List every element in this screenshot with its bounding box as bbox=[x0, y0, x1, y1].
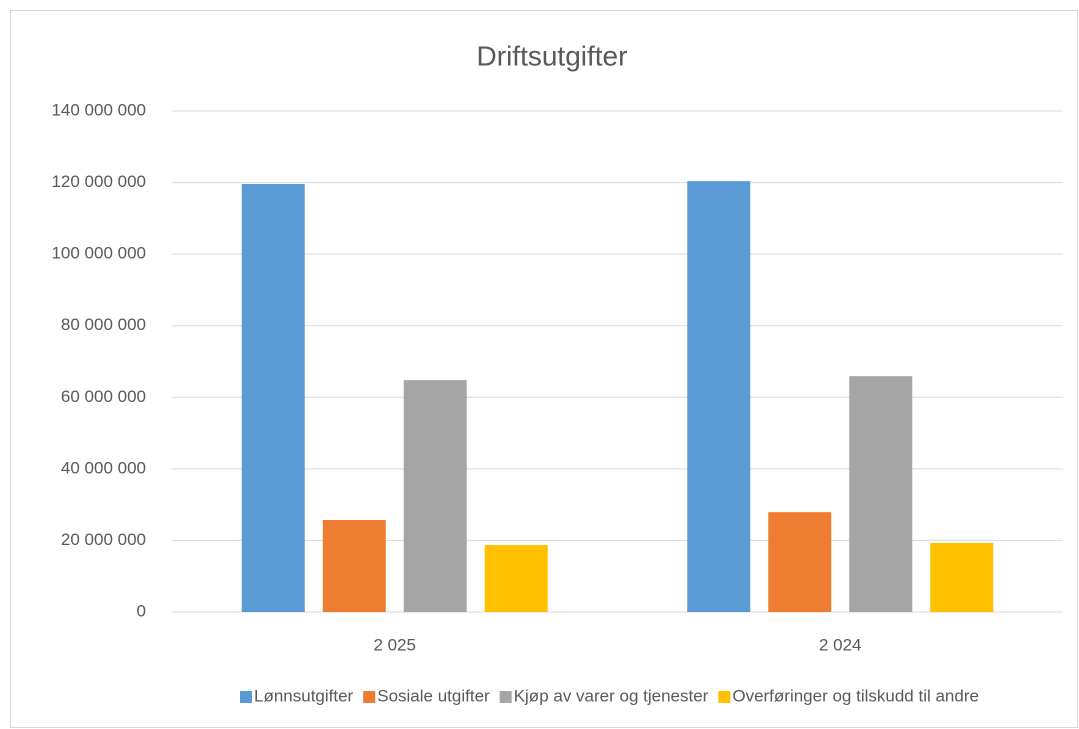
legend-swatch bbox=[499, 691, 512, 703]
y-tick-label: 140 000 000 bbox=[51, 100, 146, 119]
legend-label: Overføringer og tilskudd til andre bbox=[732, 686, 979, 705]
y-tick-label: 80 000 000 bbox=[61, 315, 146, 334]
bar bbox=[849, 376, 913, 612]
legend-label: Kjøp av varer og tjenester bbox=[514, 686, 709, 705]
x-tick-label: 2 024 bbox=[819, 635, 862, 654]
bar bbox=[484, 545, 548, 612]
y-tick-label: 60 000 000 bbox=[61, 387, 146, 406]
bar bbox=[768, 512, 832, 612]
y-tick-label: 100 000 000 bbox=[51, 244, 146, 263]
bar bbox=[930, 542, 994, 612]
legend-swatch bbox=[718, 691, 731, 703]
bar bbox=[322, 520, 386, 612]
legend-label: Sosiale utgifter bbox=[377, 686, 490, 705]
y-tick-label: 40 000 000 bbox=[61, 458, 146, 477]
chart-title: Driftsutgifter bbox=[477, 40, 628, 71]
x-tick-label: 2 025 bbox=[373, 635, 416, 654]
bar bbox=[241, 184, 305, 612]
chart-border bbox=[10, 10, 1078, 728]
bar bbox=[403, 380, 467, 612]
y-tick-label: 20 000 000 bbox=[61, 530, 146, 549]
legend-swatch bbox=[240, 691, 252, 703]
legend-swatch bbox=[363, 691, 376, 703]
bar bbox=[687, 181, 751, 612]
y-tick-label: 0 bbox=[137, 601, 146, 620]
y-tick-label: 120 000 000 bbox=[51, 172, 146, 191]
legend-label: Lønnsutgifter bbox=[254, 686, 354, 705]
